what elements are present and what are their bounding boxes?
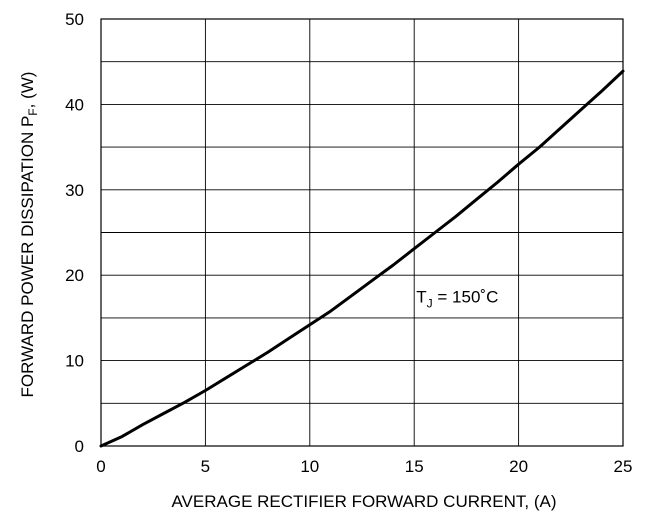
annotation-rest: = 150˚C bbox=[433, 288, 499, 307]
plot-frame bbox=[100, 18, 624, 447]
y-tick-label: 50 bbox=[65, 10, 84, 29]
grid bbox=[100, 18, 624, 447]
y-axis-label: FORWARD POWER DISSIPATION PF, (W) bbox=[18, 72, 40, 398]
x-tick-label: 20 bbox=[509, 457, 528, 476]
series-layer bbox=[99, 69, 625, 448]
tick-labels: 0 5 10 15 20 25 0 10 20 30 40 50 bbox=[65, 10, 632, 476]
y-axis-label-unit: , (W) bbox=[18, 72, 37, 109]
x-tick-label: 15 bbox=[405, 457, 424, 476]
y-tick-label: 20 bbox=[65, 266, 84, 285]
annotation-main: T bbox=[416, 288, 426, 307]
y-tick-label: 0 bbox=[75, 437, 84, 456]
y-axis-label-subscript: F bbox=[26, 108, 40, 115]
y-tick-label: 30 bbox=[65, 181, 84, 200]
x-axis-label: AVERAGE RECTIFIER FORWARD CURRENT, (A) bbox=[171, 492, 556, 511]
y-tick-label: 10 bbox=[65, 352, 84, 371]
x-tick-label: 10 bbox=[300, 457, 319, 476]
x-tick-label: 0 bbox=[96, 457, 105, 476]
x-tick-label: 5 bbox=[201, 457, 210, 476]
y-axis-label-main: FORWARD POWER DISSIPATION P bbox=[18, 116, 37, 398]
x-tick-label: 25 bbox=[614, 457, 633, 476]
annotation-subscript: J bbox=[427, 297, 433, 311]
y-tick-label: 40 bbox=[65, 95, 84, 114]
series-line bbox=[99, 69, 625, 448]
junction-temperature-annotation: TJ = 150˚C bbox=[416, 288, 498, 311]
